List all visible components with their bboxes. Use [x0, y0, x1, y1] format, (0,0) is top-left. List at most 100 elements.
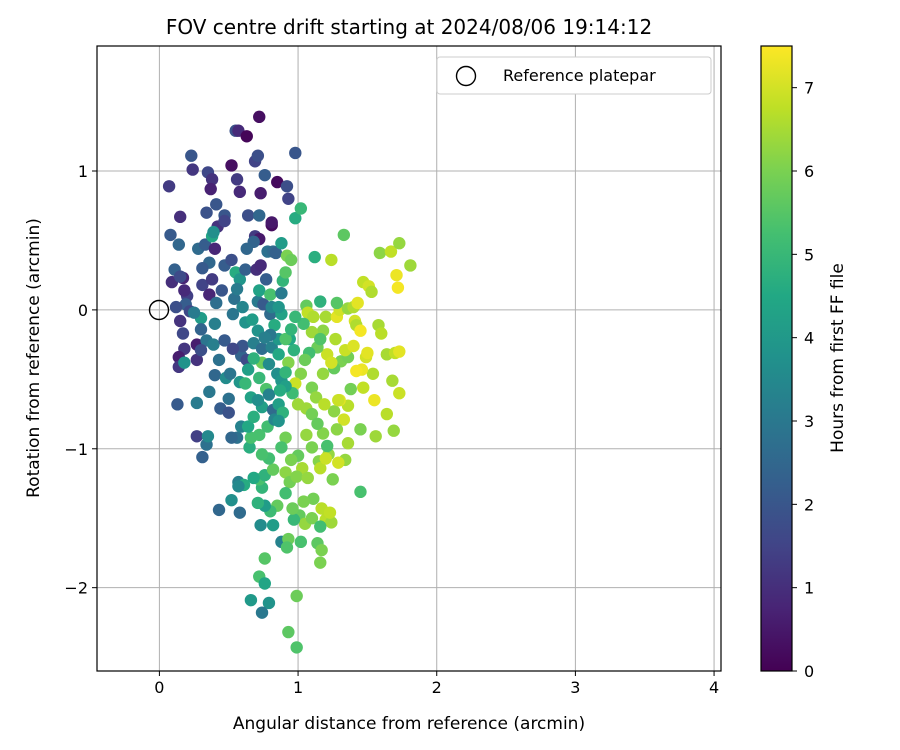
colorbar-tick-label: 3 — [804, 412, 814, 431]
data-point — [307, 492, 320, 505]
x-axis-label: Angular distance from reference (arcmin) — [233, 714, 585, 734]
data-point — [162, 180, 176, 193]
data-point — [279, 487, 292, 500]
data-point — [305, 381, 319, 394]
data-point — [347, 339, 360, 353]
data-point — [316, 367, 330, 380]
data-point — [225, 493, 238, 507]
data-point — [287, 343, 301, 357]
data-point — [368, 393, 381, 407]
data-point — [253, 284, 266, 297]
plot-frame — [96, 45, 722, 672]
data-point — [289, 146, 302, 160]
data-point — [315, 543, 328, 557]
data-point — [354, 423, 367, 436]
data-point — [320, 439, 334, 453]
data-point — [253, 371, 266, 385]
data-point — [279, 266, 292, 279]
data-point — [239, 263, 252, 276]
data-point — [225, 159, 238, 172]
data-point — [350, 364, 363, 378]
data-point — [196, 278, 209, 292]
data-point — [253, 110, 266, 124]
data-point — [375, 327, 388, 340]
data-point — [284, 453, 298, 467]
x-tick-label: 1 — [293, 678, 303, 697]
colorbar-tick-label: 5 — [804, 245, 814, 264]
data-point — [194, 323, 208, 336]
data-point — [247, 410, 260, 424]
colorbar-tick-label: 1 — [804, 579, 814, 598]
data-point — [243, 441, 256, 454]
data-point — [253, 209, 266, 222]
data-point — [254, 187, 267, 200]
data-point — [254, 259, 267, 272]
data-point — [354, 485, 367, 499]
data-point — [190, 396, 204, 410]
data-point — [255, 448, 269, 461]
data-point — [391, 281, 405, 294]
data-point — [275, 237, 288, 250]
data-point — [269, 246, 283, 260]
data-point — [332, 456, 345, 469]
data-point — [178, 284, 191, 297]
data-point — [361, 346, 374, 360]
data-point — [309, 391, 323, 404]
data-point — [212, 503, 226, 517]
data-point — [218, 334, 231, 347]
legend-box — [436, 56, 712, 95]
x-tick-label: 0 — [154, 678, 164, 697]
data-point — [190, 353, 204, 367]
data-point — [297, 317, 310, 330]
colorbar-tick-label: 6 — [804, 162, 814, 181]
data-point — [272, 348, 285, 361]
data-point — [284, 253, 298, 267]
data-point — [174, 270, 187, 283]
data-point — [325, 253, 338, 267]
data-point — [393, 237, 406, 250]
data-point — [247, 352, 260, 365]
data-point — [203, 385, 216, 399]
data-point — [300, 428, 313, 442]
data-point — [284, 323, 298, 336]
data-point — [286, 502, 299, 515]
data-point — [294, 367, 308, 380]
data-point — [319, 452, 332, 465]
y-tick-label: −2 — [64, 579, 88, 598]
data-point — [314, 520, 327, 533]
data-point — [298, 353, 312, 367]
legend-marker-icon — [455, 65, 477, 87]
data-point — [273, 384, 287, 397]
data-point — [230, 173, 244, 186]
data-point — [357, 381, 370, 394]
data-point — [305, 325, 319, 339]
data-point — [226, 307, 240, 321]
data-point — [305, 512, 319, 525]
legend: Reference platepar — [436, 56, 712, 95]
data-point — [279, 431, 292, 444]
data-point — [190, 430, 204, 443]
data-point — [316, 427, 330, 440]
data-point — [210, 296, 223, 310]
y-axis-ticks: −2 −1 0 1 — [64, 162, 97, 598]
data-point — [240, 242, 253, 255]
x-axis-ticks: 0 1 2 3 4 — [154, 671, 719, 697]
data-point — [258, 168, 271, 182]
data-point — [208, 242, 222, 255]
data-point — [308, 250, 321, 264]
data-point — [330, 423, 344, 436]
data-point — [318, 398, 331, 411]
x-tick-label: 4 — [709, 678, 719, 697]
data-point — [290, 470, 303, 483]
data-point — [185, 149, 198, 162]
data-point — [259, 273, 273, 286]
data-point — [282, 625, 295, 639]
data-point — [365, 285, 378, 299]
data-point — [311, 417, 324, 430]
data-point — [305, 441, 319, 454]
data-point — [387, 424, 400, 437]
data-point — [241, 363, 255, 376]
data-point — [268, 318, 281, 332]
data-point — [275, 441, 288, 454]
data-point — [301, 471, 314, 485]
